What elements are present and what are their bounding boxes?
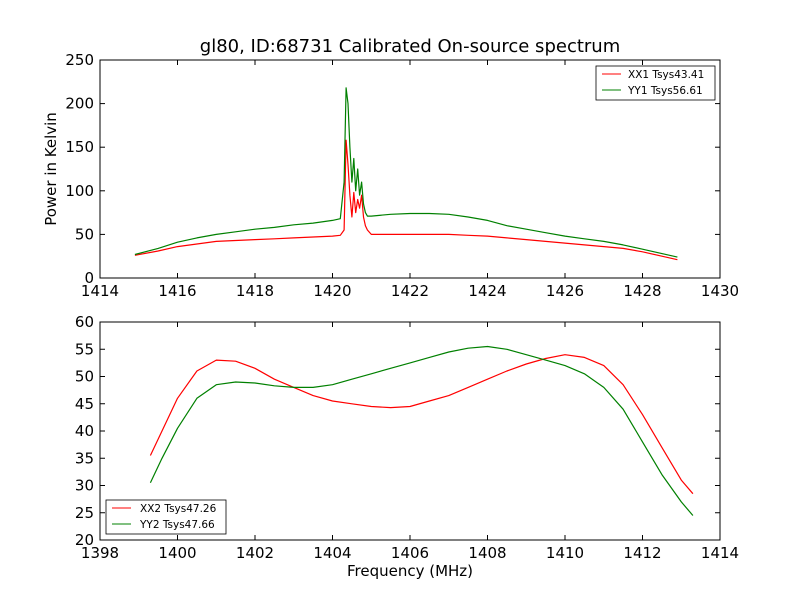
bottom-y-tick-label: 25 [75,504,94,522]
top-x-tick-label: 1430 [701,282,739,300]
top-y-tick-label: 50 [75,225,94,243]
bottom-series-line-1 [149,345,694,516]
top-y-axis-label: Power in Kelvin [42,112,60,226]
bottom-y-tick-label: 40 [75,422,94,440]
bottom-x-ticks: 1398 1400 1402 1404 1406 1408 1410 1412 1414 [81,322,739,562]
bottom-y-tick-label: 50 [75,368,94,386]
top-y-ticks: 0 50 100 150 200 250 [65,51,720,287]
top-x-tick-label: 1428 [623,282,661,300]
top-series-line-1 [134,87,678,258]
top-x-tick-label: 1426 [546,282,584,300]
bottom-x-tick-label: 1406 [391,544,429,562]
bottom-series-line-0 [149,354,694,495]
bottom-x-tick-label: 1400 [158,544,196,562]
bottom-x-tick-label: 1414 [701,544,739,562]
bottom-series-group [149,345,694,516]
bottom-y-ticks: 20 25 30 35 40 45 50 55 60 [75,313,720,549]
bottom-y-tick-label: 30 [75,477,94,495]
legend-label-xx1: XX1 Tsys43.41 [628,69,704,81]
bottom-x-tick-label: 1402 [236,544,274,562]
top-legend-box [595,65,716,101]
bottom-y-tick-label: 45 [75,395,94,413]
bottom-y-tick-label: 20 [75,531,94,549]
bottom-legend-box [105,499,227,535]
bottom-x-tick-label: 1398 [81,544,119,562]
bottom-y-tick-label: 35 [75,449,94,467]
legend-label-yy1: YY1 Tsys56.61 [627,85,703,97]
top-y-tick-label: 250 [65,51,94,69]
legend-label-xx2: XX2 Tsys47.26 [140,503,217,515]
top-y-tick-label: 200 [65,95,94,113]
top-y-tick-label: 0 [84,269,94,287]
legend-label-yy2: YY2 Tsys47.66 [139,519,215,531]
bottom-x-tick-label: 1412 [623,544,661,562]
bottom-x-tick-label: 1404 [313,544,351,562]
bottom-y-tick-label: 60 [75,313,94,331]
top-x-tick-label: 1420 [313,282,351,300]
top-x-ticks: 1414 1416 1418 1420 1422 1424 1426 1428 1430 [81,60,739,300]
top-legend: XX1 Tsys43.41 YY1 Tsys56.61 [595,65,716,101]
top-y-tick-label: 150 [65,138,94,156]
bottom-legend: XX2 Tsys47.26 YY2 Tsys47.66 [105,499,227,535]
top-x-tick-label: 1416 [158,282,196,300]
top-series-group [134,87,678,261]
top-y-tick-label: 100 [65,182,94,200]
top-x-tick-label: 1424 [468,282,506,300]
bottom-x-axis-label: Frequency (MHz) [347,562,473,580]
bottom-x-tick-label: 1410 [546,544,584,562]
top-x-tick-label: 1418 [236,282,274,300]
top-x-tick-label: 1422 [391,282,429,300]
chart-title: gl80, ID:68731 Calibrated On-source spec… [200,36,620,57]
bottom-y-tick-label: 55 [75,340,94,358]
top-x-tick-label: 1414 [81,282,119,300]
bottom-x-tick-label: 1408 [468,544,506,562]
top-series-line-0 [134,139,678,261]
